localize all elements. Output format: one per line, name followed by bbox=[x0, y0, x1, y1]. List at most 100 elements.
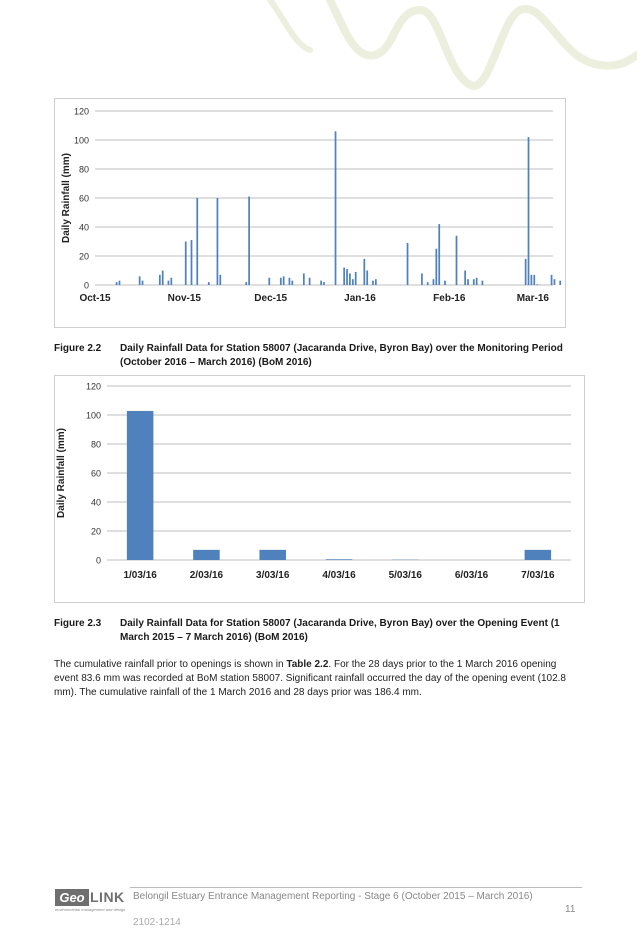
figure-2-3-number: Figure 2.3 bbox=[54, 617, 120, 631]
chart1-x-tick-label: Dec-15 bbox=[254, 293, 287, 304]
chart1-bar bbox=[289, 278, 291, 285]
chart1-x-tick-label: Feb-16 bbox=[433, 293, 466, 304]
chart1-bar bbox=[142, 281, 144, 285]
chart1-y-tick-label: 40 bbox=[79, 223, 89, 233]
chart1-bar bbox=[291, 281, 293, 285]
footer-title: Belongil Estuary Entrance Management Rep… bbox=[133, 891, 573, 904]
chart1-bar bbox=[208, 282, 210, 285]
chart1-y-tick-label: 0 bbox=[84, 281, 89, 291]
chart1-bar bbox=[476, 278, 478, 285]
chart1-bar bbox=[320, 281, 322, 285]
rainfall-monitoring-chart-svg: 0 20 40 60 80 100 120 Daily Rainfall (mm) Oct-15… bbox=[55, 99, 565, 327]
chart1-bar bbox=[366, 271, 368, 286]
chart1-bar bbox=[536, 284, 538, 285]
chart1-y-tick-label: 20 bbox=[79, 252, 89, 262]
chart1-x-tick-label: Jan-16 bbox=[344, 293, 376, 304]
chart1-bar bbox=[116, 282, 118, 285]
chart2-y-tick-label: 100 bbox=[86, 411, 101, 421]
chart2-x-tick-label: 2/03/16 bbox=[190, 570, 224, 581]
figure-2-2-number: Figure 2.2 bbox=[54, 342, 120, 356]
chart1-bar bbox=[335, 131, 337, 285]
chart1-bar bbox=[217, 198, 219, 285]
chart1-x-tick-label: Mar-16 bbox=[517, 293, 550, 304]
figure-2-2-text: Daily Rainfall Data for Station 58007 (J… bbox=[120, 342, 590, 369]
logo-geo: Geo bbox=[55, 889, 89, 906]
chart1-bar bbox=[363, 259, 365, 285]
chart2-x-tick-label: 3/03/16 bbox=[256, 570, 290, 581]
chart1-bar bbox=[268, 278, 270, 285]
logo-tagline: environmental management and design bbox=[55, 907, 125, 912]
chart1-bar bbox=[551, 275, 553, 285]
chart1-y-axis-label: Daily Rainfall (mm) bbox=[61, 153, 72, 243]
chart1-bar bbox=[196, 198, 198, 285]
table-2-2-reference: Table 2.2 bbox=[286, 659, 328, 670]
chart2-y-tick-label: 60 bbox=[91, 469, 101, 479]
chart2-bar bbox=[259, 550, 286, 560]
chart1-bar bbox=[559, 281, 561, 285]
chart1-bar bbox=[309, 278, 311, 285]
chart1-bar bbox=[372, 281, 374, 285]
body-paragraph: The cumulative rainfall prior to opening… bbox=[54, 658, 574, 701]
chart1-bar bbox=[185, 242, 187, 286]
chart2-bar bbox=[326, 559, 353, 560]
page-number: 11 bbox=[565, 904, 575, 915]
chart1-bar bbox=[349, 273, 351, 285]
chart1-y-tick-label: 100 bbox=[74, 136, 89, 146]
chart2-y-tick-label: 80 bbox=[91, 440, 101, 450]
chart1-y-tick-label: 120 bbox=[74, 107, 89, 117]
chart1-bar bbox=[438, 224, 440, 285]
chart2-y-tick-label: 20 bbox=[91, 527, 101, 537]
chart1-bar bbox=[283, 276, 285, 285]
chart1-bar bbox=[119, 281, 121, 285]
chart1-bar bbox=[248, 197, 250, 285]
chart2-y-tick-label: 40 bbox=[91, 498, 101, 508]
chart1-bar bbox=[375, 279, 377, 285]
chart1-bar bbox=[352, 279, 354, 285]
footer-divider bbox=[130, 887, 582, 888]
chart1-y-tick-label: 80 bbox=[79, 165, 89, 175]
chart2-x-tick-label: 5/03/16 bbox=[389, 570, 423, 581]
chart1-bar bbox=[467, 279, 469, 285]
chart1-bar bbox=[355, 272, 357, 285]
footer-reference: 2102-1214 bbox=[133, 917, 181, 928]
chart2-bar bbox=[525, 550, 552, 560]
chart1-bar bbox=[525, 259, 527, 285]
chart1-bar bbox=[433, 279, 435, 285]
chart1-bar bbox=[528, 137, 530, 285]
chart1-bar bbox=[162, 271, 164, 286]
chart1-bar bbox=[407, 243, 409, 285]
chart1-y-tick-label: 60 bbox=[79, 194, 89, 204]
chart1-bar bbox=[139, 276, 141, 285]
chart1-bar bbox=[245, 282, 247, 285]
decorative-swoosh bbox=[0, 0, 637, 100]
chart1-bar bbox=[531, 275, 533, 285]
chart2-bar bbox=[193, 550, 220, 560]
chart1-bar bbox=[219, 275, 221, 285]
chart1-bar bbox=[168, 281, 170, 285]
body-text-part1: The cumulative rainfall prior to opening… bbox=[54, 659, 286, 670]
chart1-bar bbox=[346, 269, 348, 285]
chart1-bar bbox=[482, 281, 484, 285]
chart1-x-tick-label: Nov-15 bbox=[168, 293, 202, 304]
logo-link: LINK bbox=[90, 889, 125, 906]
chart2-y-tick-label: 0 bbox=[96, 556, 101, 566]
chart2-x-tick-label: 7/03/16 bbox=[521, 570, 555, 581]
chart1-bar bbox=[473, 279, 475, 285]
chart1-x-tick-label: Oct-15 bbox=[79, 293, 111, 304]
chart1-bar bbox=[533, 275, 535, 285]
chart1-bar bbox=[159, 275, 161, 285]
chart1-bar bbox=[421, 273, 423, 285]
chart2-y-axis-label: Daily Rainfall (mm) bbox=[56, 428, 67, 518]
chart1-bar bbox=[554, 279, 556, 285]
chart2-x-tick-label: 1/03/16 bbox=[123, 570, 157, 581]
chart1-bar bbox=[343, 268, 345, 285]
chart1-bar bbox=[303, 273, 305, 285]
chart1-bar bbox=[435, 249, 437, 285]
chart1-bar bbox=[323, 282, 325, 285]
chart1-bar bbox=[191, 240, 193, 285]
chart1-bar bbox=[464, 271, 466, 286]
chart1-bar bbox=[170, 278, 172, 285]
chart1-bar bbox=[456, 236, 458, 285]
chart1-bar bbox=[427, 282, 429, 285]
